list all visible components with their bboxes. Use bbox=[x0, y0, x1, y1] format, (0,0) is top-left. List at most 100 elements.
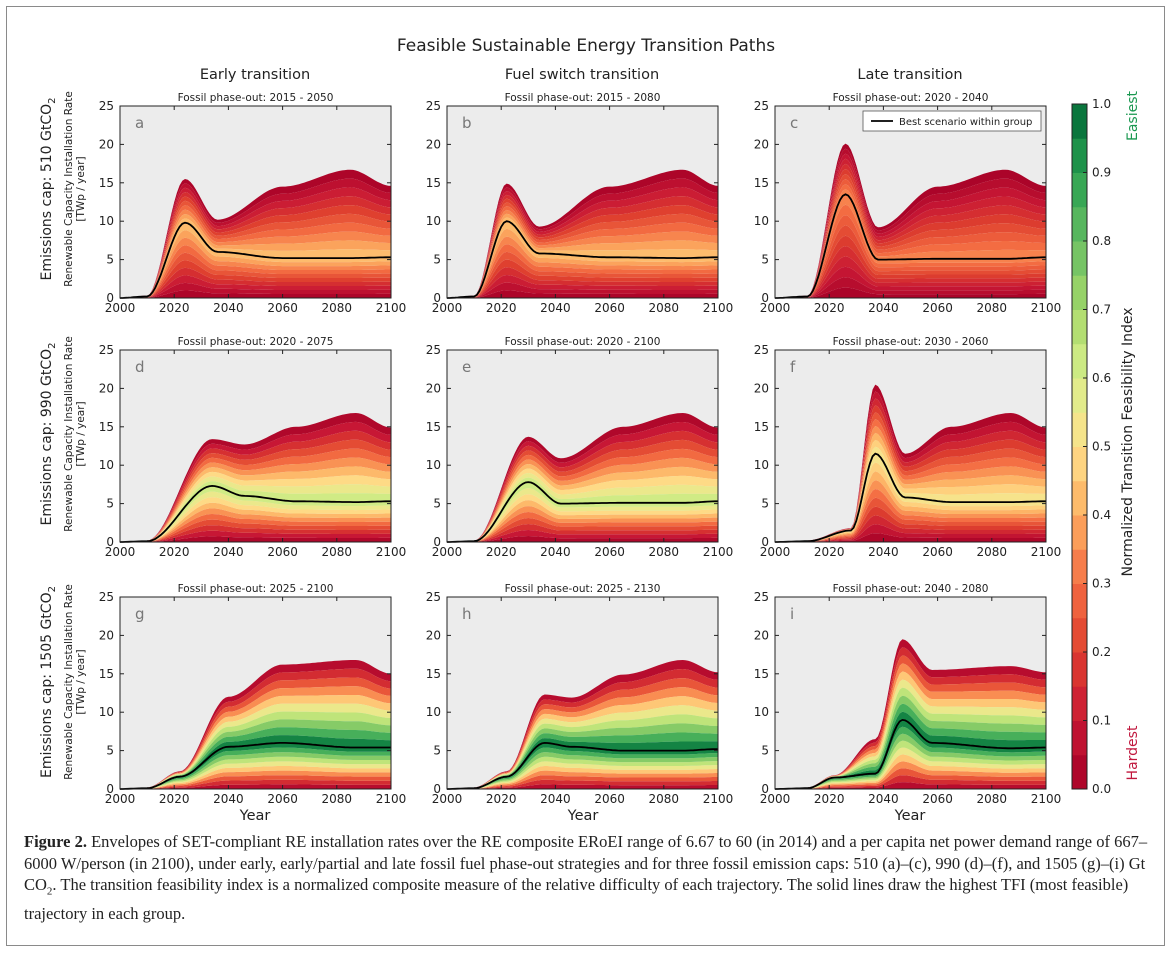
upper-tfi-band bbox=[120, 719, 391, 789]
upper-tfi-band bbox=[447, 194, 718, 298]
y-tick-label: 0 bbox=[106, 535, 114, 549]
lower-tfi-band bbox=[120, 502, 391, 542]
upper-tfi-band bbox=[447, 696, 718, 789]
panel-letter: b bbox=[462, 114, 472, 132]
x-tick-label: 2060 bbox=[594, 301, 625, 315]
lower-tfi-band bbox=[775, 489, 1046, 542]
x-tick-label: 2100 bbox=[1031, 792, 1062, 806]
lower-tfi-band bbox=[120, 222, 391, 298]
lower-tfi-band bbox=[447, 512, 718, 542]
lower-tfi-band bbox=[775, 256, 1046, 298]
y-tick-label: 0 bbox=[761, 291, 769, 305]
lower-tfi-band bbox=[120, 761, 391, 789]
lower-tfi-band bbox=[120, 230, 391, 298]
y-tick-label: 15 bbox=[99, 176, 114, 190]
y-tick-label: 25 bbox=[99, 99, 114, 113]
lower-tfi-band bbox=[775, 782, 1046, 789]
x-tick-label: 2020 bbox=[486, 545, 517, 559]
upper-tfi-band bbox=[120, 471, 391, 542]
colorbar-swatch bbox=[1072, 652, 1087, 687]
x-tick-label: 2060 bbox=[267, 792, 298, 806]
x-tick-label: 2040 bbox=[540, 792, 571, 806]
panel-title: Fossil phase-out: 2020 - 2075 bbox=[178, 336, 334, 348]
feasibility-envelope bbox=[447, 413, 718, 542]
lower-tfi-band bbox=[120, 275, 391, 298]
upper-tfi-band bbox=[120, 660, 391, 789]
upper-tfi-band bbox=[775, 391, 1046, 542]
best-scenario-line bbox=[775, 452, 1046, 543]
lower-tfi-band bbox=[775, 506, 1046, 542]
panel-letter: d bbox=[135, 358, 145, 376]
lower-tfi-band bbox=[120, 260, 391, 298]
caption-label: Figure 2. bbox=[24, 832, 87, 851]
x-tick-label: 2040 bbox=[213, 792, 244, 806]
upper-tfi-band bbox=[775, 647, 1046, 789]
y-tick-label: 0 bbox=[433, 782, 441, 796]
panel-title: Fossil phase-out: 2040 - 2080 bbox=[833, 583, 989, 595]
lower-tfi-band bbox=[120, 245, 391, 298]
x-tick-label: 2040 bbox=[868, 792, 899, 806]
lower-tfi-band bbox=[120, 252, 391, 298]
panel-letter: a bbox=[135, 114, 144, 132]
upper-tfi-band bbox=[775, 432, 1046, 542]
row-label-510: Emissions cap: 510 GtCO2 bbox=[39, 97, 58, 280]
y-tick-label: 20 bbox=[754, 381, 769, 395]
lower-tfi-band bbox=[447, 221, 718, 298]
y-tick-label: 5 bbox=[106, 253, 114, 267]
best-scenario-line bbox=[447, 741, 718, 790]
panel-title: Fossil phase-out: 2015 - 2050 bbox=[178, 92, 334, 104]
figure-caption: Figure 2. Envelopes of SET-compliant RE … bbox=[24, 831, 1149, 924]
panel-letter: c bbox=[790, 114, 798, 132]
panel-letter: e bbox=[462, 358, 471, 376]
x-axis-label-col3: Year bbox=[894, 808, 926, 824]
y-tick-label: 0 bbox=[761, 535, 769, 549]
lower-tfi-band bbox=[447, 752, 718, 789]
y-tick-label: 0 bbox=[433, 535, 441, 549]
lower-tfi-band bbox=[447, 500, 718, 542]
y-tick-label: 5 bbox=[761, 744, 769, 758]
colorbar-swatch bbox=[1072, 309, 1087, 345]
y-tick-label: 15 bbox=[99, 667, 114, 681]
y-axis-unit-row2: [TWp / year] bbox=[75, 401, 87, 466]
y-tick-label: 5 bbox=[761, 497, 769, 511]
best-scenario-line bbox=[447, 481, 718, 543]
colorbar-tick-label: 0.2 bbox=[1092, 645, 1111, 659]
panel-title: Fossil phase-out: 2015 - 2080 bbox=[505, 92, 661, 104]
lower-tfi-band bbox=[120, 514, 391, 542]
panel-letter: g bbox=[135, 605, 145, 623]
panel-title: Fossil phase-out: 2020 - 2100 bbox=[505, 336, 661, 348]
feasibility-envelope bbox=[775, 384, 1046, 542]
colorbar-swatch bbox=[1072, 206, 1087, 242]
upper-tfi-band bbox=[120, 187, 391, 298]
colorbar-swatch bbox=[1072, 378, 1087, 413]
feasibility-envelope bbox=[120, 169, 391, 298]
y-tick-label: 10 bbox=[426, 214, 441, 228]
lower-tfi-band bbox=[775, 471, 1046, 542]
x-tick-label: 2080 bbox=[322, 545, 353, 559]
upper-tfi-band bbox=[775, 655, 1046, 789]
y-tick-label: 10 bbox=[426, 705, 441, 719]
colorbar-swatch bbox=[1072, 617, 1087, 653]
upper-tfi-band bbox=[120, 481, 391, 542]
colorbar-swatch bbox=[1072, 480, 1087, 516]
plot-frame bbox=[119, 105, 392, 299]
x-tick-label: 2020 bbox=[814, 301, 845, 315]
lower-tfi-band bbox=[447, 506, 718, 542]
y-tick-label: 0 bbox=[761, 782, 769, 796]
lower-tfi-band bbox=[775, 287, 1046, 298]
x-tick-label: 2080 bbox=[649, 792, 680, 806]
upper-tfi-band bbox=[120, 711, 391, 789]
upper-tfi-band bbox=[120, 200, 391, 298]
x-tick-label: 2100 bbox=[376, 301, 407, 315]
figure-title: Feasible Sustainable Energy Transition P… bbox=[397, 36, 775, 56]
x-axis-label-col2: Year bbox=[567, 808, 599, 824]
y-tick-label: 25 bbox=[426, 99, 441, 113]
y-tick-label: 10 bbox=[99, 458, 114, 472]
x-tick-label: 2000 bbox=[105, 301, 136, 315]
upper-tfi-band bbox=[120, 192, 391, 298]
panel-title: Fossil phase-out: 2020 - 2040 bbox=[833, 92, 989, 104]
y-tick-label: 25 bbox=[754, 343, 769, 357]
y-tick-label: 5 bbox=[106, 497, 114, 511]
